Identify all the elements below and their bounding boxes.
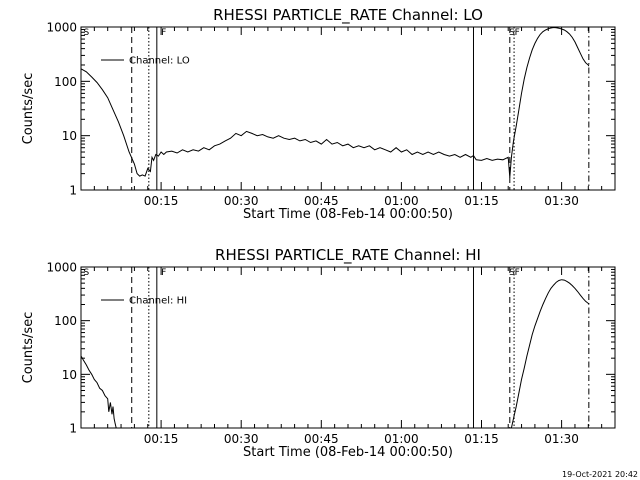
chart-title: RHESSI PARTICLE_RATE Channel: HI bbox=[215, 246, 481, 265]
y-tick-label: 1 bbox=[69, 184, 77, 198]
y-tick-label: 1 bbox=[69, 422, 77, 436]
marker-label: F bbox=[161, 28, 166, 38]
y-tick-label: 100 bbox=[54, 314, 77, 328]
y-tick-label: 100 bbox=[54, 75, 77, 89]
marker-label: S bbox=[509, 268, 515, 278]
y-tick-label: 10 bbox=[62, 129, 77, 143]
x-axis-label: Start Time (08-Feb-14 00:00:50) bbox=[243, 207, 453, 222]
marker-label: S bbox=[83, 28, 89, 38]
y-tick-label: 10 bbox=[62, 368, 77, 382]
legend-label: Channel: LO bbox=[129, 56, 190, 67]
x-tick-label: 01:30 bbox=[544, 432, 579, 446]
marker-label: F bbox=[515, 268, 520, 278]
panel-lo: RHESSI PARTICLE_RATE Channel: LO 1 10 100 10… bbox=[21, 6, 616, 222]
y-tick-label: 1000 bbox=[46, 261, 77, 275]
x-tick-label: 00:30 bbox=[224, 194, 259, 208]
chart-title: RHESSI PARTICLE_RATE Channel: LO bbox=[213, 6, 483, 25]
x-tick-label: 00:15 bbox=[144, 432, 179, 446]
x-tick-label: 01:15 bbox=[464, 432, 499, 446]
y-axis-label: Counts/sec bbox=[21, 312, 36, 384]
x-tick-label: 00:45 bbox=[304, 194, 339, 208]
y-tick-label: 1000 bbox=[46, 21, 77, 35]
series-line bbox=[510, 279, 590, 429]
x-tick-label: 00:15 bbox=[144, 194, 179, 208]
x-tick-label: 00:45 bbox=[304, 432, 339, 446]
y-axis-label: Counts/sec bbox=[21, 73, 36, 145]
marker-label: F bbox=[161, 268, 166, 278]
x-tick-label: 00:30 bbox=[224, 432, 259, 446]
x-tick-label: 01:00 bbox=[384, 194, 419, 208]
panel-hi: RHESSI PARTICLE_RATE Channel: HI 1 10 100 10… bbox=[21, 246, 616, 460]
marker-label: S bbox=[83, 268, 89, 278]
x-tick-label: 01:00 bbox=[384, 432, 419, 446]
timestamp: 19-Oct-2021 20:42 bbox=[562, 470, 638, 479]
plot-frame bbox=[80, 26, 616, 191]
series-line bbox=[80, 355, 117, 429]
marker-label: F bbox=[515, 28, 520, 38]
plot-frame bbox=[80, 266, 616, 429]
legend-label: Channel: HI bbox=[129, 296, 187, 307]
x-tick-label: 01:15 bbox=[464, 194, 499, 208]
x-axis-label: Start Time (08-Feb-14 00:00:50) bbox=[243, 445, 453, 460]
series-line bbox=[80, 26, 590, 178]
marker-label: S bbox=[509, 28, 515, 38]
x-tick-label: 01:30 bbox=[544, 194, 579, 208]
